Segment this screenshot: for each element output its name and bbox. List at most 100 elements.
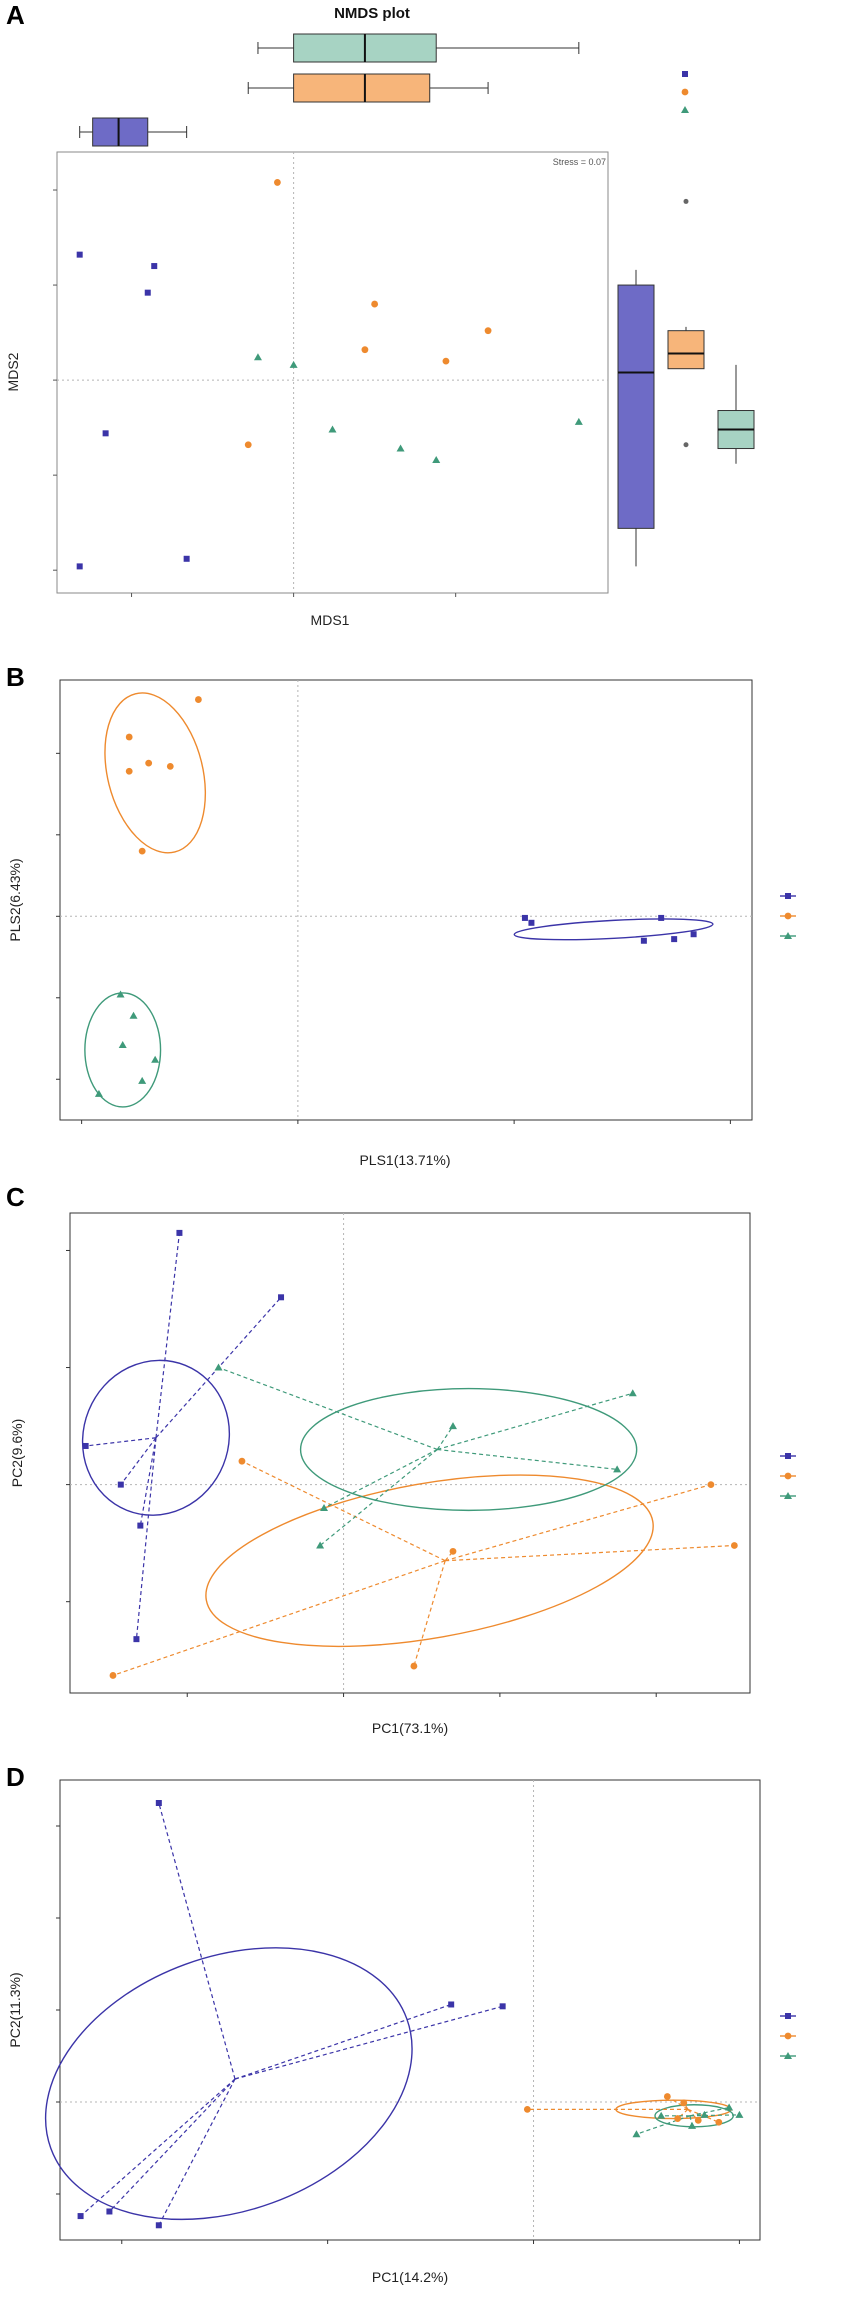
point-b4 (715, 2118, 723, 2126)
point-a4 (671, 936, 678, 943)
spider-line (413, 1560, 446, 1667)
point-c2 (289, 360, 298, 368)
point-a5 (106, 2208, 113, 2215)
spider-line (241, 1460, 446, 1562)
point-c1 (138, 1076, 147, 1084)
spider-line (445, 1544, 735, 1562)
point-a6 (117, 1481, 124, 1488)
spider-line (636, 2115, 691, 2135)
spider-line (683, 2102, 689, 2110)
point-c4 (574, 417, 583, 425)
point-a1 (137, 1522, 144, 1529)
spider-line (323, 1448, 438, 1509)
point-b3 (166, 762, 174, 770)
spider-line (689, 2114, 740, 2117)
point-b5 (274, 179, 281, 186)
point-b6 (707, 1481, 715, 1489)
confidence-ellipse-b (104, 692, 207, 854)
point-b3 (663, 2093, 671, 2100)
spider-line (85, 1437, 157, 1447)
legend-marker-a (682, 71, 688, 77)
spider-line (108, 2078, 236, 2212)
spider-line (80, 2078, 236, 2217)
point-c6 (448, 1422, 457, 1430)
mds1-boxplots (79, 33, 580, 147)
nmds-x-title: MDS1 (311, 612, 350, 628)
spider-line (677, 2108, 689, 2120)
spider-line (158, 2078, 236, 2226)
point-a3 (133, 1636, 140, 1643)
point-a3 (151, 263, 158, 270)
point-b1 (195, 696, 202, 703)
point-b4 (371, 300, 379, 308)
point-a4 (176, 1229, 183, 1236)
point-c4 (628, 1389, 637, 1397)
confidence-ellipse-a (81, 1359, 231, 1516)
plsda-plot-frame (59, 679, 753, 1121)
plsda-y-title: PLS2(6.43%) (7, 858, 23, 941)
point-a2 (76, 251, 83, 258)
spider-line (234, 2005, 503, 2080)
point-a3 (499, 2003, 506, 2010)
point-b1 (523, 2105, 531, 2113)
panel-b-letter: B (6, 662, 25, 692)
point-b6 (484, 327, 492, 335)
spider-line (218, 1366, 438, 1451)
point-a5 (278, 1294, 285, 1301)
point-c5 (328, 425, 337, 433)
legend-marker-b (681, 88, 689, 96)
point-a6 (658, 914, 665, 921)
point-b4 (410, 1662, 418, 1670)
mds2-boxplots (617, 198, 755, 567)
panel-b: B PLS1(13.71%) PLS2(6.43%) (6, 662, 796, 1168)
point-c1 (632, 2130, 641, 2138)
point-a2 (155, 1800, 162, 1806)
point-c3 (613, 1465, 622, 1473)
point-b5 (145, 759, 153, 767)
panel-c-letter: C (6, 1182, 25, 1212)
point-b2 (442, 357, 450, 365)
nmds-stress-label: Stress = 0.07 (553, 157, 606, 167)
spider-line (437, 1448, 618, 1470)
legend-marker-c (784, 932, 792, 939)
point-c5 (316, 1541, 325, 1549)
legend-marker-b (784, 2032, 792, 2040)
point-b5 (109, 1672, 117, 1679)
nmds-plot-frame (56, 151, 609, 594)
point-a1 (448, 2001, 455, 2008)
legend-marker-a (785, 1453, 791, 1459)
point-c3 (432, 455, 441, 463)
point-a2 (82, 1442, 89, 1449)
panel-d-letter: D (6, 1762, 25, 1792)
point-c5 (725, 2103, 734, 2111)
point-c3 (129, 1011, 138, 1019)
plsda-scatter (56, 680, 752, 1124)
point-c6 (735, 2110, 744, 2118)
point-a6 (155, 2222, 162, 2229)
box-b (293, 73, 431, 103)
outlier-point (683, 198, 689, 204)
box-a (92, 117, 149, 147)
confidence-ellipse-a (513, 918, 714, 941)
legend-marker-b (784, 1472, 792, 1480)
point-c5 (118, 1041, 127, 1049)
point-a6 (102, 430, 109, 437)
point-c6 (94, 1089, 103, 1097)
box-b (667, 330, 705, 370)
box-a (617, 284, 655, 529)
point-b4 (125, 733, 133, 741)
point-b6 (125, 767, 133, 775)
point-a1 (144, 289, 151, 296)
panel-d: D PC1(14.2%) PC2(11.3%) (6, 1762, 796, 2285)
point-b3 (449, 1547, 457, 1555)
legend-marker-a (785, 2013, 791, 2019)
point-c3 (700, 2110, 709, 2118)
confidence-ellipse-b (205, 1474, 654, 1648)
point-c4 (116, 990, 125, 998)
spider-line (135, 1437, 157, 1640)
point-c6 (396, 444, 405, 452)
pcoa-plot-frame (59, 1779, 761, 2241)
point-b2 (138, 847, 146, 855)
point-a1 (521, 914, 528, 921)
point-b2 (730, 1542, 738, 1549)
